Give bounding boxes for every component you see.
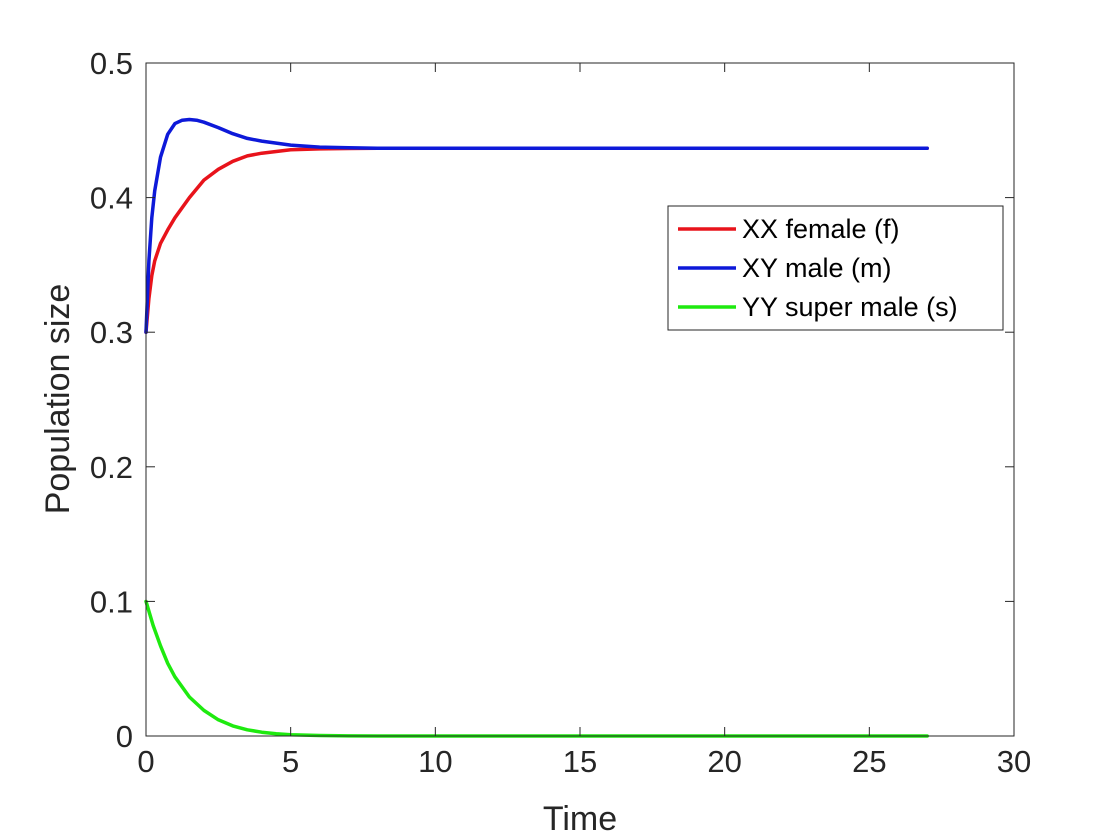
tick-layer: 0 5 10 15 20 25 30 0 0.1 0.2 0.3 0.4 0.5: [90, 46, 1031, 779]
x-tick-label: 15: [563, 744, 597, 779]
x-tick-label: 25: [852, 744, 886, 779]
x-tick-label: 20: [707, 744, 741, 779]
y-tick-label: 0.2: [90, 450, 133, 485]
x-tick-label: 30: [997, 744, 1031, 779]
y-tick-label: 0.4: [90, 181, 133, 216]
legend-label-m: XY male (m): [742, 253, 892, 283]
y-tick-label: 0: [116, 719, 133, 754]
y-axis-title: Population size: [39, 284, 77, 515]
y-tick-label: 0.5: [90, 46, 133, 81]
x-tick-label: 10: [418, 744, 452, 779]
y-tick-label: 0.1: [90, 584, 133, 619]
series-line-1: [144, 117, 929, 334]
legend-label-s: YY super male (s): [742, 292, 958, 322]
x-tick-label: 5: [282, 744, 299, 779]
x-tick-label: 0: [137, 744, 154, 779]
x-axis-title: Time: [543, 800, 617, 838]
legend-label-f: XX female (f): [742, 214, 900, 244]
legend: XX female (f) XY male (m) YY super male …: [667, 205, 1004, 331]
y-tick-label: 0.3: [90, 315, 133, 350]
